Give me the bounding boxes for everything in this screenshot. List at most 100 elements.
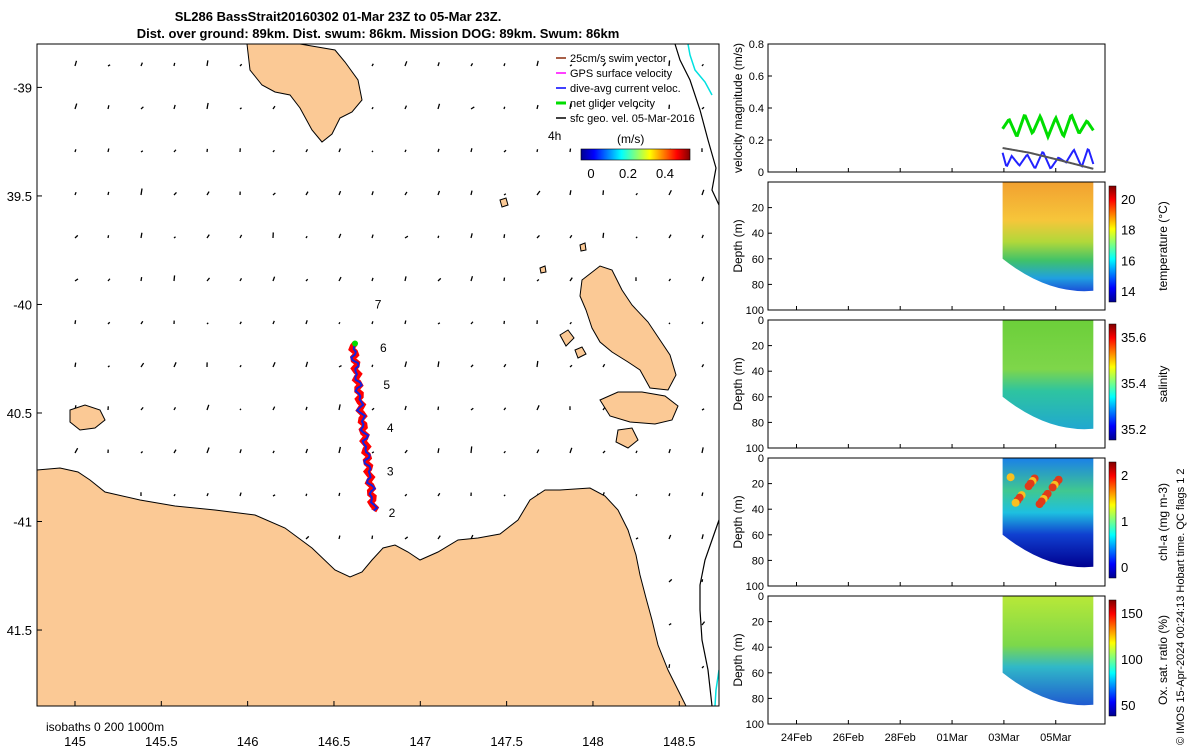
- y-tick-label: 80: [752, 693, 764, 705]
- current-vector: [272, 361, 276, 368]
- track-current-vectors: [350, 343, 379, 512]
- current-vector: [140, 188, 143, 196]
- legend-label: net glider velocity: [570, 98, 655, 110]
- y-tick-label: 0.6: [749, 71, 764, 83]
- current-vector: [470, 233, 473, 239]
- current-vector: [140, 232, 143, 239]
- current-vector: [668, 493, 671, 497]
- map-y-tick-label: -39: [13, 80, 32, 95]
- current-vector: [701, 447, 704, 454]
- current-vector: [470, 407, 474, 411]
- cape-barren-island: [599, 391, 679, 425]
- current-vector: [602, 232, 605, 239]
- chl-hotspot: [1011, 498, 1020, 507]
- y-tick-label: 40: [752, 642, 764, 654]
- y-tick-label: 0.2: [749, 135, 764, 147]
- current-vector: [503, 234, 506, 239]
- current-vector: [701, 106, 705, 110]
- map-y-axis: -39 39.5 -40 40.5 -41 41.5: [7, 80, 42, 638]
- colorbar-tick-label: 14: [1121, 284, 1135, 299]
- y-tick-label: 20: [752, 479, 764, 491]
- east-tas-coastline: [699, 519, 719, 706]
- panel-colorbar: [1108, 323, 1117, 441]
- current-vector: [668, 234, 672, 239]
- colorbar-label: salinity: [1156, 366, 1170, 403]
- current-vector: [404, 405, 407, 411]
- y-axis-label: Depth (m): [731, 495, 745, 548]
- map-legend: 25cm/s swim vector GPS surface velocity di…: [548, 53, 695, 181]
- map-x-tick-label: 148.5: [663, 734, 696, 749]
- current-vector: [206, 191, 210, 196]
- current-vector: [569, 103, 572, 110]
- current-vector: [701, 534, 704, 540]
- current-vector: [206, 447, 210, 454]
- current-vector: [371, 407, 375, 411]
- current-vector: [503, 494, 506, 497]
- colorbar-tick-label: 150: [1121, 606, 1143, 621]
- current-vector: [239, 364, 242, 368]
- panel-frame: [767, 181, 1106, 311]
- y-axis-label: Depth (m): [731, 357, 745, 410]
- current-vector: [239, 63, 243, 67]
- current-vector: [503, 193, 507, 196]
- current-vector: [173, 62, 176, 67]
- current-vector: [239, 277, 243, 282]
- current-vector: [701, 234, 704, 239]
- current-vector: [173, 236, 176, 239]
- current-vector: [305, 361, 309, 368]
- map-x-tick-label: 146.5: [318, 734, 351, 749]
- y-tick-label: 60: [752, 530, 764, 542]
- clarke-island: [615, 427, 639, 449]
- current-vector: [107, 278, 111, 282]
- tasmania-landmass: [37, 467, 687, 706]
- current-vector: [272, 494, 276, 497]
- current-vector: [404, 320, 407, 325]
- current-vector: [305, 235, 308, 239]
- map-x-tick-label: 146: [237, 734, 259, 749]
- colorbar-tick-label: 20: [1121, 192, 1135, 207]
- current-vector: [206, 234, 210, 239]
- current-vector: [338, 190, 342, 196]
- current-vector: [602, 363, 606, 368]
- current-vector: [371, 150, 374, 153]
- y-tick-label: 100: [746, 581, 764, 593]
- colorbar-tick-label: 18: [1121, 223, 1135, 238]
- current-vector: [404, 191, 408, 196]
- current-vector: [371, 277, 374, 282]
- king-island: [246, 44, 363, 143]
- current-vector: [173, 449, 177, 454]
- panel-4: 0 20 40 60 80 100 2 1 0 chl-a (mg m-3) Depth (m): [731, 453, 1170, 593]
- current-vector: [404, 149, 407, 153]
- panel-background: [768, 44, 1105, 172]
- current-vector: [74, 149, 77, 153]
- colorbar-tick-label: 35.4: [1121, 376, 1146, 391]
- current-vector: [668, 448, 671, 454]
- current-vector: [305, 191, 309, 196]
- current-vector: [536, 104, 539, 110]
- current-vector: [701, 321, 704, 325]
- colorbar-title: (m/s): [617, 132, 644, 146]
- panel-colorbar: [1108, 461, 1117, 579]
- current-vector: [305, 278, 309, 282]
- current-vector: [338, 148, 341, 153]
- current-vector: [470, 190, 473, 196]
- current-vector: [635, 450, 638, 454]
- current-vector: [371, 451, 375, 454]
- current-vector: [569, 321, 572, 325]
- current-vector: [404, 361, 408, 368]
- current-vector: [305, 148, 309, 153]
- y-tick-label: 0: [758, 453, 764, 465]
- current-vector: [404, 276, 407, 282]
- y-tick-label: 20: [752, 341, 764, 353]
- current-vector: [437, 277, 442, 282]
- y-tick-label: 40: [752, 228, 764, 240]
- current-vector: [371, 234, 374, 239]
- y-tick-label: 0: [758, 167, 764, 179]
- current-vector: [503, 363, 507, 368]
- current-vector: [404, 449, 408, 454]
- panel-5: 0 20 40 60 80 100 150 100 50 Ox. sat. ratio (%) De…: [731, 591, 1170, 731]
- current-vector: [404, 493, 408, 497]
- colorbar-label: chl-a (mg m-3): [1156, 483, 1170, 561]
- speed-colorbar-tick: 0.4: [656, 166, 674, 181]
- current-vector: [107, 105, 110, 110]
